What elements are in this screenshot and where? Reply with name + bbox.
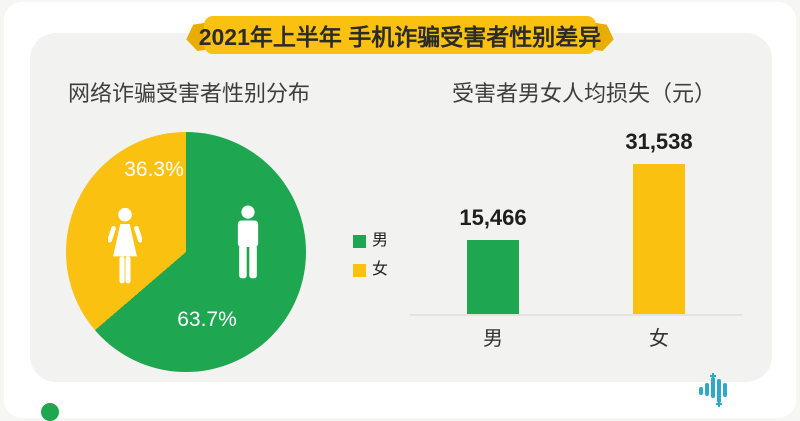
- bar-section-title: 受害者男女人均损失（元）: [452, 81, 717, 106]
- x-axis-labels: 男 女: [410, 322, 742, 351]
- bar-female: [633, 164, 685, 314]
- pie-legend: 男 女: [353, 233, 388, 278]
- x-axis-label-male: 男: [483, 328, 503, 350]
- legend-swatch-male: [353, 234, 366, 248]
- page: { "banner": { "title": "2021年上半年 手机诈骗受害者…: [4, 2, 796, 421]
- pie-slice-label-male: 63.7%: [177, 308, 237, 331]
- bar-male: [467, 240, 519, 314]
- analytics-bars-logo-icon: [699, 373, 727, 407]
- pie-section-title: 网络诈骗受害者性别分布: [68, 81, 311, 106]
- legend-item-female: 女: [353, 262, 388, 278]
- ribbon-body: 2021年上半年 手机诈骗受害者性别差异: [199, 16, 601, 54]
- bar-value-male: 15,466: [459, 205, 527, 230]
- partial-logo-dot: [41, 403, 59, 421]
- legend-label-male: 男: [372, 232, 389, 249]
- x-axis-label-female: 女: [649, 328, 669, 350]
- bar-group-male: 15,466: [410, 205, 576, 314]
- bar-value-female: 31,538: [625, 129, 693, 154]
- male-person-icon: [237, 205, 259, 279]
- banner-title: 2021年上半年 手机诈骗受害者性别差异: [198, 24, 602, 50]
- legend-item-male: 男: [353, 233, 388, 249]
- legend-label-female: 女: [372, 261, 389, 278]
- pie-slice-label-female: 36.3%: [124, 158, 184, 181]
- female-person-icon: [108, 207, 142, 284]
- bar-group-female: 31,538: [576, 129, 742, 314]
- pie-chart: 36.3% 63.7%: [66, 132, 306, 372]
- legend-swatch-female: [353, 263, 366, 277]
- bar-chart: 15,466 31,538: [410, 126, 742, 316]
- ribbon-banner: 2021年上半年 手机诈骗受害者性别差异: [204, 16, 596, 54]
